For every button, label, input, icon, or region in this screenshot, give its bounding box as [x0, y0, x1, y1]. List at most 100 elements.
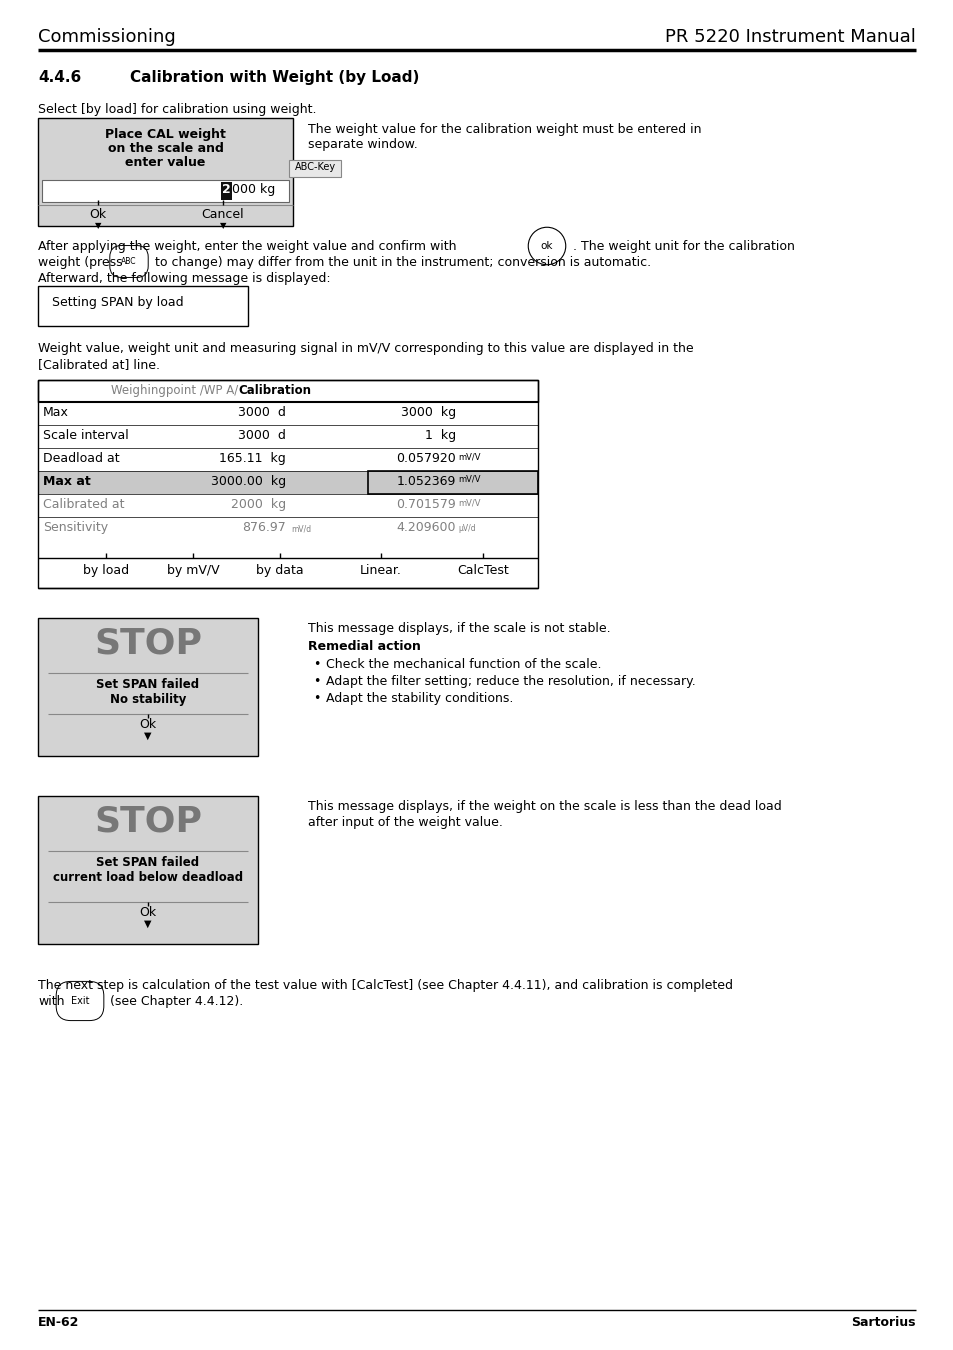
Text: after input of the weight value.: after input of the weight value.: [308, 815, 502, 829]
Bar: [38, 402, 537, 425]
Text: ▼: ▼: [94, 221, 101, 230]
Text: Max: Max: [43, 406, 69, 418]
Text: Sartorius: Sartorius: [851, 1316, 915, 1328]
Bar: [221, 182, 232, 200]
Bar: [38, 471, 537, 494]
Text: with: with: [38, 995, 65, 1008]
Text: 3000  d: 3000 d: [238, 429, 286, 441]
Text: enter value: enter value: [125, 157, 206, 169]
Text: mV/V: mV/V: [457, 498, 480, 508]
Text: Weighingpoint /WP A/: Weighingpoint /WP A/: [111, 383, 237, 397]
Bar: [38, 379, 537, 402]
Text: Calibration: Calibration: [237, 383, 311, 397]
Bar: [42, 180, 289, 202]
Text: Exit: Exit: [71, 996, 90, 1006]
Text: mV/d: mV/d: [291, 524, 311, 533]
Text: Calibrated at: Calibrated at: [43, 498, 125, 512]
Text: Calibration with Weight (by Load): Calibration with Weight (by Load): [130, 70, 419, 85]
Text: Set SPAN failed: Set SPAN failed: [96, 856, 199, 869]
Text: CalcTest: CalcTest: [456, 564, 508, 576]
Text: 4.209600: 4.209600: [396, 521, 456, 535]
Text: [Calibrated at] line.: [Calibrated at] line.: [38, 358, 160, 371]
Text: 3000.00  kg: 3000.00 kg: [211, 475, 286, 487]
Text: Adapt the filter setting; reduce the resolution, if necessary.: Adapt the filter setting; reduce the res…: [326, 675, 695, 688]
Text: Remedial action: Remedial action: [308, 640, 420, 653]
Text: •: •: [313, 675, 320, 688]
Text: 1.052369: 1.052369: [396, 475, 456, 487]
Text: ABC-Key: ABC-Key: [294, 162, 335, 171]
Text: 3000  kg: 3000 kg: [400, 406, 456, 418]
Text: 2000  kg: 2000 kg: [231, 498, 286, 512]
Text: Setting SPAN by load: Setting SPAN by load: [52, 296, 183, 309]
Text: . The weight unit for the calibration: . The weight unit for the calibration: [573, 240, 794, 252]
Text: ▼: ▼: [219, 221, 226, 230]
Text: on the scale and: on the scale and: [108, 142, 223, 155]
Bar: [38, 517, 537, 540]
Text: Commissioning: Commissioning: [38, 28, 175, 46]
Bar: [38, 117, 293, 225]
Text: The weight value for the calibration weight must be entered in: The weight value for the calibration wei…: [308, 123, 700, 136]
Text: Afterward, the following message is displayed:: Afterward, the following message is disp…: [38, 271, 331, 285]
Text: Ok: Ok: [139, 718, 156, 730]
Text: Ok: Ok: [139, 906, 156, 919]
Text: Scale interval: Scale interval: [43, 429, 129, 441]
Bar: [38, 540, 537, 558]
Text: weight (press: weight (press: [38, 256, 123, 269]
Text: This message displays, if the weight on the scale is less than the dead load: This message displays, if the weight on …: [308, 801, 781, 813]
Text: ▼: ▼: [144, 919, 152, 929]
Text: to change) may differ from the unit in the instrument; conversion is automatic.: to change) may differ from the unit in t…: [154, 256, 651, 269]
Text: mV/V: mV/V: [457, 452, 480, 460]
Text: 0.701579: 0.701579: [395, 498, 456, 512]
Bar: [289, 161, 340, 177]
Bar: [38, 448, 537, 471]
Text: 1  kg: 1 kg: [424, 429, 456, 441]
Text: No stability: No stability: [110, 693, 186, 706]
Text: Cancel: Cancel: [201, 208, 244, 221]
Text: Weight value, weight unit and measuring signal in mV/V corresponding to this val: Weight value, weight unit and measuring …: [38, 342, 693, 355]
Text: 000 kg: 000 kg: [232, 184, 275, 196]
Text: This message displays, if the scale is not stable.: This message displays, if the scale is n…: [308, 622, 610, 634]
Text: Adapt the stability conditions.: Adapt the stability conditions.: [326, 693, 513, 705]
Text: Select [by load] for calibration using weight.: Select [by load] for calibration using w…: [38, 103, 316, 116]
Text: Check the mechanical function of the scale.: Check the mechanical function of the sca…: [326, 657, 601, 671]
Text: Max at: Max at: [43, 475, 91, 487]
Text: 876.97: 876.97: [242, 521, 286, 535]
Text: 3000  d: 3000 d: [238, 406, 286, 418]
Text: 165.11  kg: 165.11 kg: [219, 452, 286, 464]
Bar: [38, 618, 257, 756]
Bar: [38, 286, 248, 325]
Bar: [38, 494, 537, 517]
Text: STOP: STOP: [94, 805, 202, 838]
Text: After applying the weight, enter the weight value and confirm with: After applying the weight, enter the wei…: [38, 240, 456, 252]
Text: by load: by load: [83, 564, 129, 576]
Text: mV/V: mV/V: [457, 475, 480, 485]
Text: by mV/V: by mV/V: [167, 564, 219, 576]
Text: Ok: Ok: [90, 208, 107, 221]
Text: ok: ok: [540, 242, 553, 251]
Text: EN-62: EN-62: [38, 1316, 79, 1328]
Text: Linear.: Linear.: [359, 564, 401, 576]
Text: current load below deadload: current load below deadload: [52, 871, 243, 884]
Text: Sensitivity: Sensitivity: [43, 521, 108, 535]
Bar: [38, 425, 537, 448]
Text: STOP: STOP: [94, 626, 202, 660]
Bar: [368, 471, 537, 494]
Text: (see Chapter 4.4.12).: (see Chapter 4.4.12).: [110, 995, 243, 1008]
Bar: [38, 558, 537, 589]
Text: Place CAL weight: Place CAL weight: [105, 128, 226, 140]
Text: 2: 2: [222, 184, 231, 196]
Bar: [38, 796, 257, 944]
Text: The next step is calculation of the test value with [CalcTest] (see Chapter 4.4.: The next step is calculation of the test…: [38, 979, 732, 992]
Text: by data: by data: [256, 564, 303, 576]
Text: PR 5220 Instrument Manual: PR 5220 Instrument Manual: [664, 28, 915, 46]
Text: Set SPAN failed: Set SPAN failed: [96, 678, 199, 691]
Text: 0.057920: 0.057920: [395, 452, 456, 464]
Text: •: •: [313, 657, 320, 671]
Text: •: •: [313, 693, 320, 705]
Text: separate window.: separate window.: [308, 138, 417, 151]
Text: Deadload at: Deadload at: [43, 452, 119, 464]
Text: ABC: ABC: [121, 256, 136, 266]
Text: μV/d: μV/d: [457, 524, 476, 533]
Bar: [38, 379, 537, 589]
Text: ▼: ▼: [144, 730, 152, 741]
